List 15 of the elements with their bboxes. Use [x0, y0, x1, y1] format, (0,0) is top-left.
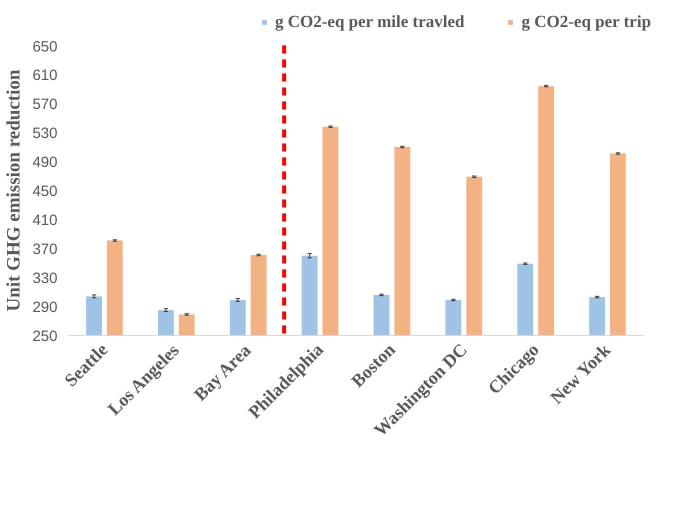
x-tick-label: New York [546, 340, 614, 408]
y-tick-label: 650 [32, 38, 58, 56]
y-tick-label: 570 [32, 96, 58, 113]
y-tick-label: 450 [32, 183, 58, 200]
y-tick-label: 610 [32, 67, 58, 84]
y-tick-label: 530 [32, 125, 58, 142]
y-tick-label: 370 [32, 241, 58, 258]
y-tick-label: 330 [32, 270, 58, 287]
y-tick-label: 410 [32, 212, 58, 229]
y-axis-title: Unit GHG emission reduction [3, 69, 24, 312]
legend-label: g CO2-eq per mile travled [275, 12, 464, 32]
legend-label: g CO2-eq per trip [521, 12, 652, 32]
y-tick-label: 490 [32, 154, 58, 171]
y-tick-label: 250 [32, 328, 58, 345]
y-tick-label: 290 [32, 299, 58, 316]
